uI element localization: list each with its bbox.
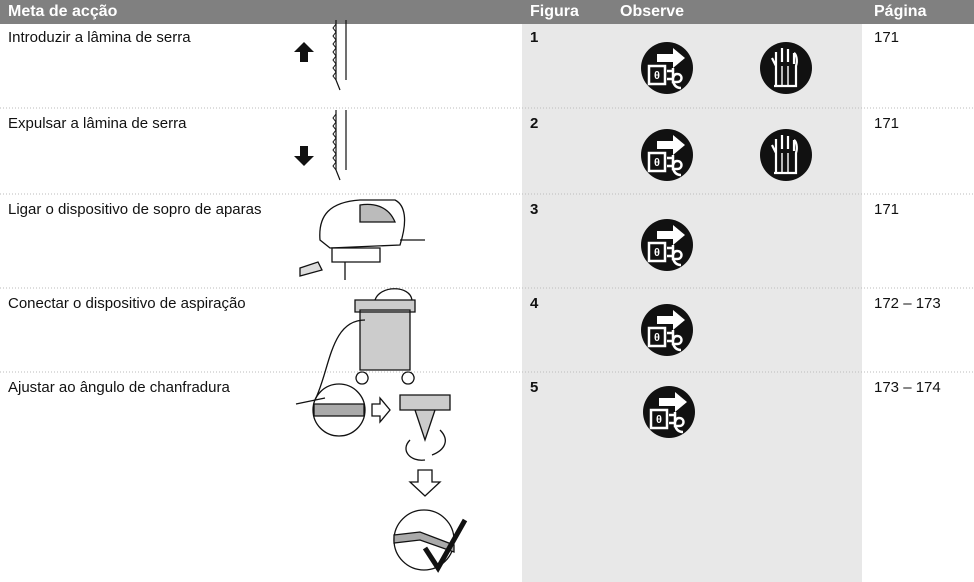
figure-number: 5 — [530, 379, 539, 396]
goal-text: Conectar o dispositivo de aspiração — [8, 295, 246, 312]
figure-number: 4 — [530, 295, 539, 312]
goal-text: Expulsar a lâmina de serra — [8, 115, 187, 132]
header-goal: Meta de acção — [8, 3, 118, 20]
goal-text: Introduzir a lâmina de serra — [8, 29, 191, 46]
header-figure: Figura — [530, 3, 579, 20]
page-ref: 171 — [874, 29, 900, 46]
figure-number: 1 — [530, 29, 539, 46]
figure-number: 3 — [530, 201, 539, 218]
page-ref: 172 – 173 — [874, 295, 941, 312]
header-observe: Observe — [620, 3, 685, 20]
goal-text: Ligar o dispositivo de sopro de aparas — [8, 201, 262, 218]
goal-text: Ajustar ao ângulo de chanfradura — [8, 379, 230, 396]
header-page: Página — [874, 3, 927, 20]
page-ref: 171 — [874, 115, 900, 132]
figure-number: 2 — [530, 115, 539, 132]
page-ref: 171 — [874, 201, 900, 218]
page-ref: 173 – 174 — [874, 379, 941, 396]
